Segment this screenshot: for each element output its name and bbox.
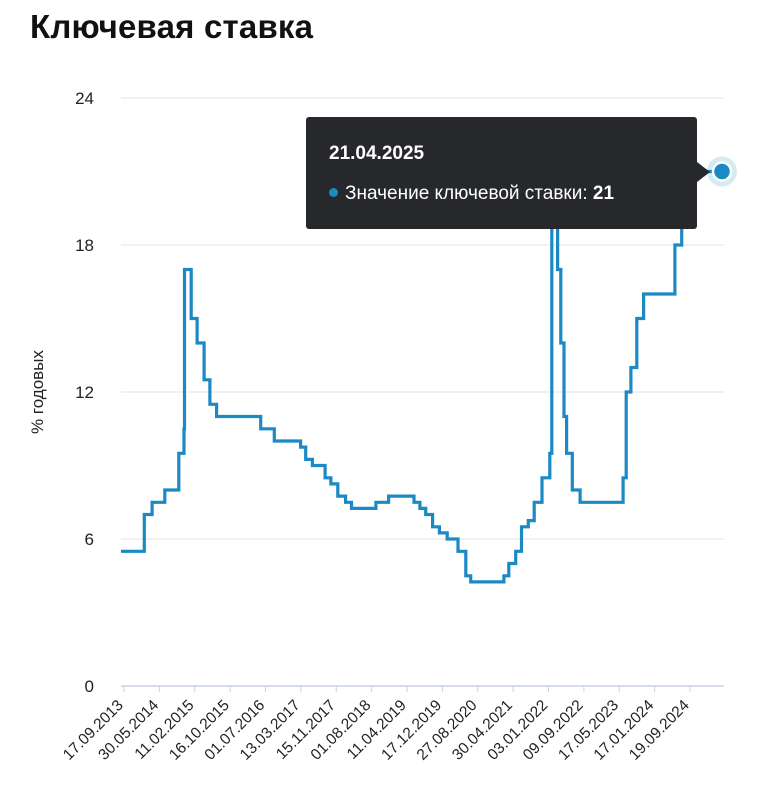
- tooltip-series-dot-icon: [329, 188, 338, 197]
- page-title: Ключевая ставка: [30, 8, 314, 45]
- tooltip-series-label: Значение ключевой ставки:: [345, 183, 588, 204]
- y-tick-label: 12: [75, 383, 94, 402]
- hover-point[interactable]: [711, 161, 733, 182]
- grid-lines: [121, 97, 724, 687]
- tooltip: 21.04.2025 Значение ключевой ставки: 21: [306, 117, 710, 229]
- tooltip-value: 21: [592, 183, 615, 204]
- y-tick-label: 0: [85, 677, 94, 696]
- series-line-key-rate: [121, 169, 712, 584]
- tooltip-date: 21.04.2025: [329, 143, 425, 164]
- y-tick-label: 24: [75, 89, 94, 108]
- y-tick-label: 18: [75, 236, 94, 255]
- y-tick-label: 6: [85, 530, 94, 549]
- tooltip-row: Значение ключевой ставки: 21: [329, 183, 614, 205]
- y-axis-label: % годовых: [28, 350, 47, 434]
- x-axis-ticks: 17.09.201330.05.201411.02.201516.10.2015…: [60, 686, 693, 764]
- y-axis-ticks: 0 6 12 18 24: [75, 89, 94, 696]
